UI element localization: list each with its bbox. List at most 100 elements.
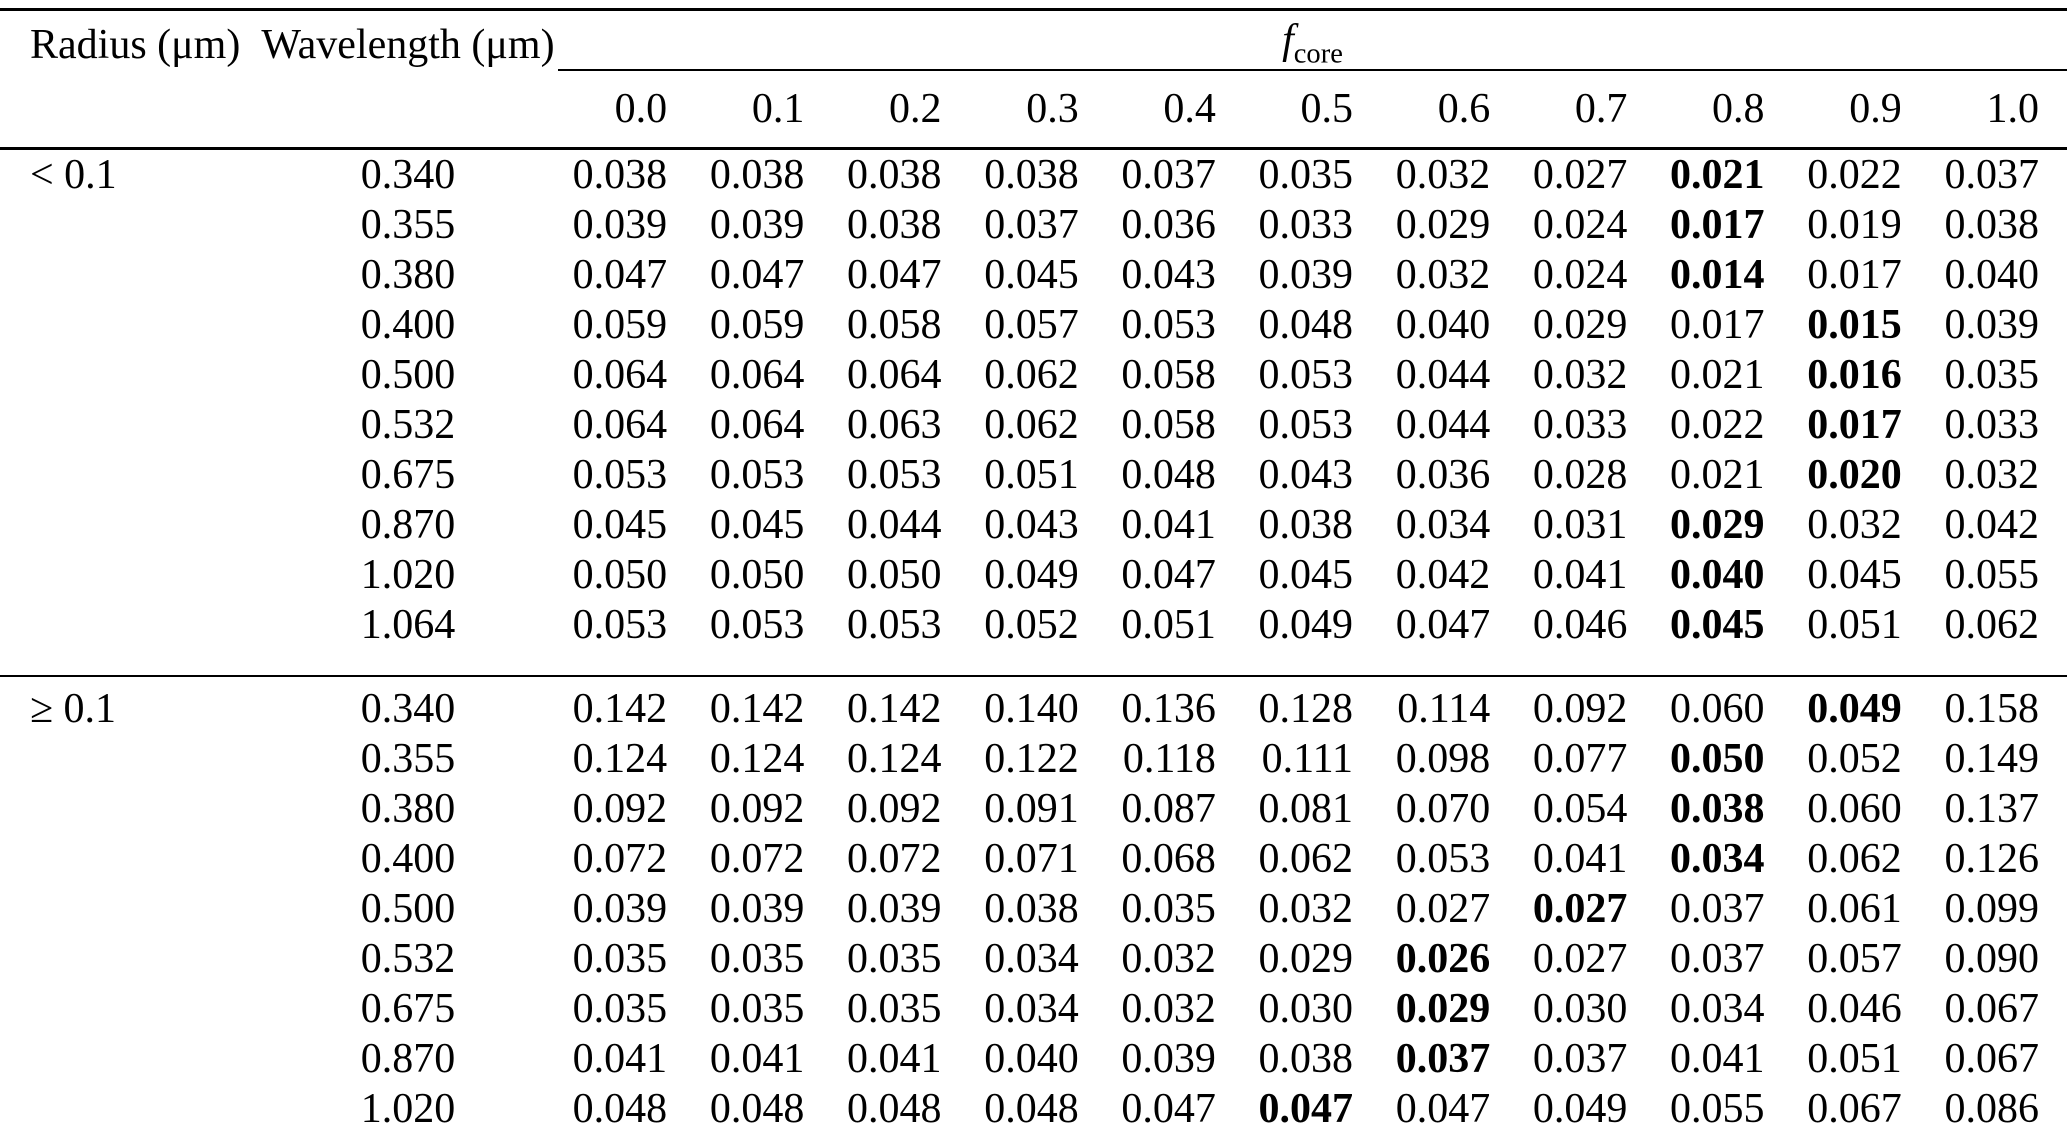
value-cell: 0.059 xyxy=(572,302,668,348)
wavelength-cell: 0.675 xyxy=(360,986,456,1032)
value-cell-min: 0.029 xyxy=(1395,986,1491,1032)
value-cell-min: 0.029 xyxy=(1670,502,1765,548)
value-cell: 0.024 xyxy=(1532,252,1628,298)
value-cell: 0.137 xyxy=(1944,786,2040,832)
value-cell: 0.032 xyxy=(1121,936,1216,982)
value-cell-min: 0.040 xyxy=(1670,552,1765,598)
fcore-column-header: 0.1 xyxy=(751,86,805,132)
value-cell: 0.035 xyxy=(709,986,805,1032)
value-cell: 0.053 xyxy=(572,452,668,498)
value-cell: 0.043 xyxy=(1121,252,1216,298)
table-row: 0.380 0.047 0.047 0.047 0.045 0.043 0.039 0.032… xyxy=(0,250,2067,300)
value-cell: 0.158 xyxy=(1944,686,2040,732)
value-cell: 0.038 xyxy=(1258,1036,1354,1082)
fcore-column-header: 0.0 xyxy=(614,86,668,132)
radius-cell xyxy=(0,550,258,600)
value-cell: 0.054 xyxy=(1532,786,1628,832)
value-cell: 0.072 xyxy=(847,836,942,882)
value-cell: 0.038 xyxy=(709,152,805,198)
value-cell: 0.022 xyxy=(1807,152,1902,198)
value-cell: 0.092 xyxy=(572,786,668,832)
fcore-column-header: 0.6 xyxy=(1437,86,1491,132)
value-cell: 0.041 xyxy=(1121,502,1216,548)
value-cell: 0.019 xyxy=(1807,202,1902,248)
value-cell: 0.071 xyxy=(984,836,1079,882)
value-cell: 0.053 xyxy=(1258,352,1354,398)
radius-cell xyxy=(0,984,258,1034)
value-cell: 0.142 xyxy=(572,686,668,732)
value-cell: 0.136 xyxy=(1121,686,1216,732)
value-cell: 0.047 xyxy=(1121,1086,1216,1132)
value-cell: 0.035 xyxy=(847,936,942,982)
value-cell-min: 0.034 xyxy=(1670,836,1765,882)
wavelength-cell: 0.355 xyxy=(360,736,456,782)
value-cell: 0.037 xyxy=(1670,886,1765,932)
table-row: 1.020 0.050 0.050 0.050 0.049 0.047 0.045 0.042… xyxy=(0,550,2067,600)
value-cell: 0.035 xyxy=(1944,352,2040,398)
value-cell: 0.070 xyxy=(1395,786,1491,832)
value-cell: 0.057 xyxy=(1807,936,1902,982)
value-cell: 0.038 xyxy=(572,152,668,198)
value-cell-min: 0.037 xyxy=(1395,1036,1491,1082)
value-cell: 0.045 xyxy=(984,252,1079,298)
value-cell: 0.037 xyxy=(1670,936,1765,982)
value-cell: 0.039 xyxy=(847,886,942,932)
value-cell: 0.029 xyxy=(1532,302,1628,348)
value-cell: 0.124 xyxy=(847,736,942,782)
value-cell: 0.038 xyxy=(984,152,1079,198)
table-row: 0.870 0.045 0.045 0.044 0.043 0.041 0.038 0.034… xyxy=(0,500,2067,550)
wavelength-cell: 0.532 xyxy=(360,936,456,982)
value-cell: 0.061 xyxy=(1807,886,1902,932)
fcore-columns-row: 0.0 0.1 0.2 0.3 0.4 0.5 0.6 0.7 0.8 0.9 1.0 xyxy=(0,70,2067,149)
radius-cell xyxy=(0,500,258,550)
fcore-column-header: 0.9 xyxy=(1849,86,1902,132)
value-cell: 0.058 xyxy=(1121,402,1216,448)
value-cell: 0.030 xyxy=(1532,986,1628,1032)
value-cell: 0.035 xyxy=(1121,886,1216,932)
value-cell: 0.021 xyxy=(1670,452,1765,498)
value-cell-min: 0.038 xyxy=(1670,786,1765,832)
table-row: 1.020 0.048 0.048 0.048 0.048 0.047 0.047 0.047… xyxy=(0,1084,2067,1134)
value-cell: 0.047 xyxy=(709,252,805,298)
value-cell-min: 0.027 xyxy=(1532,886,1628,932)
radius-cell xyxy=(0,400,258,450)
value-cell: 0.118 xyxy=(1122,736,1216,782)
value-cell: 0.038 xyxy=(1258,502,1354,548)
table-row: 0.355 0.039 0.039 0.038 0.037 0.036 0.033 0.029… xyxy=(0,200,2067,250)
value-cell: 0.032 xyxy=(1944,452,2040,498)
value-cell: 0.047 xyxy=(847,252,942,298)
value-cell: 0.045 xyxy=(709,502,805,548)
wavelength-cell: 0.500 xyxy=(360,352,456,398)
value-cell-min: 0.026 xyxy=(1395,936,1491,982)
value-cell-min: 0.016 xyxy=(1807,352,1902,398)
value-cell: 0.049 xyxy=(1532,1086,1628,1132)
table-row: 0.532 0.035 0.035 0.035 0.034 0.032 0.029 0.026… xyxy=(0,934,2067,984)
value-cell: 0.032 xyxy=(1532,352,1628,398)
value-cell: 0.051 xyxy=(984,452,1079,498)
value-cell-min: 0.021 xyxy=(1670,152,1765,198)
value-cell: 0.035 xyxy=(847,986,942,1032)
value-cell: 0.027 xyxy=(1532,152,1628,198)
value-cell: 0.067 xyxy=(1807,1086,1902,1132)
value-cell: 0.055 xyxy=(1670,1086,1765,1132)
value-cell: 0.031 xyxy=(1532,502,1628,548)
value-cell: 0.040 xyxy=(1395,302,1491,348)
value-cell-min: 0.015 xyxy=(1807,302,1902,348)
table-row: 0.400 0.059 0.059 0.058 0.057 0.053 0.048 0.040… xyxy=(0,300,2067,350)
wavelength-cell: 0.870 xyxy=(360,502,456,548)
value-cell: 0.067 xyxy=(1944,986,2040,1032)
value-cell: 0.072 xyxy=(709,836,805,882)
fcore-label: fcore xyxy=(1282,17,1343,68)
value-cell: 0.042 xyxy=(1395,552,1491,598)
radius-cell xyxy=(0,934,258,984)
value-cell: 0.035 xyxy=(1258,152,1354,198)
value-cell-min: 0.045 xyxy=(1670,602,1765,648)
value-cell: 0.126 xyxy=(1944,836,2040,882)
value-cell: 0.035 xyxy=(572,986,668,1032)
value-cell-min: 0.017 xyxy=(1670,202,1765,248)
table-header: Radius (μm) Wavelength (μm) fcore 0.0 0.1… xyxy=(0,9,2067,149)
table-row: 0.400 0.072 0.072 0.072 0.071 0.068 0.062 0.053… xyxy=(0,834,2067,884)
value-cell: 0.062 xyxy=(1258,836,1354,882)
value-cell: 0.027 xyxy=(1395,886,1491,932)
value-cell: 0.036 xyxy=(1121,202,1216,248)
